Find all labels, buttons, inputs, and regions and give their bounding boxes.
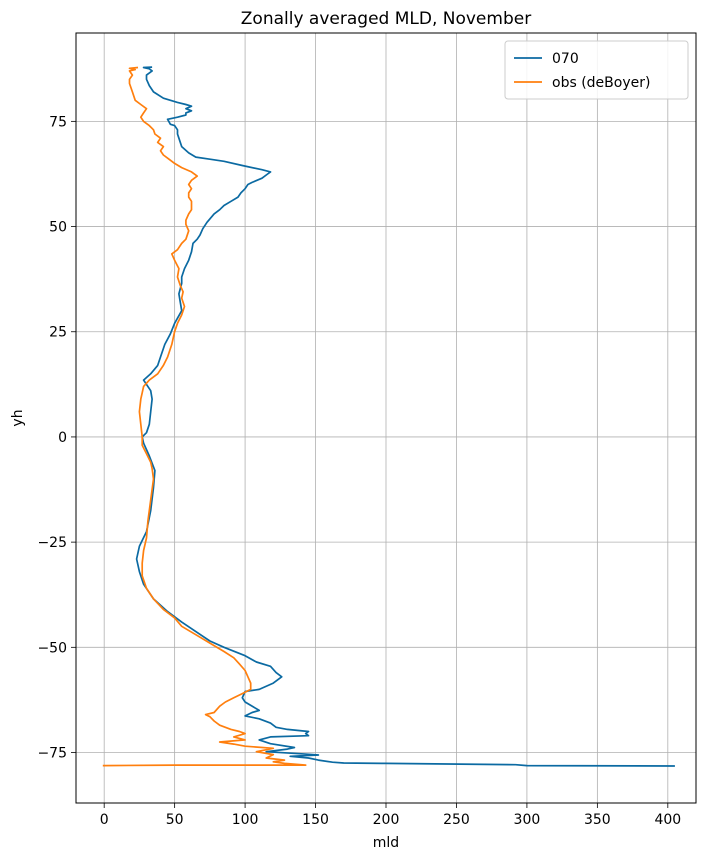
y-tick-label: −50 [37, 640, 67, 656]
chart-title: Zonally averaged MLD, November [241, 9, 531, 29]
x-tick-label: 250 [443, 812, 470, 828]
series-line-0 [135, 66, 675, 767]
ticks: 0 50 100 150 200 250 300 350 400 −75 −50 −25 0 25 50 75 [37, 114, 681, 828]
y-axis-label: yh [10, 409, 26, 426]
legend-label-0: 070 [552, 51, 579, 67]
x-tick-label: 400 [654, 812, 681, 828]
x-tick-label: 200 [373, 812, 400, 828]
y-tick-label: −75 [37, 746, 67, 762]
x-tick-label: 350 [584, 812, 611, 828]
x-tick-label: 150 [302, 812, 329, 828]
series-layer [102, 66, 675, 767]
x-tick-label: 300 [514, 812, 541, 828]
x-axis-label: mld [373, 835, 399, 851]
x-tick-label: 0 [100, 812, 109, 828]
y-tick-label: 50 [49, 220, 67, 236]
x-tick-label: 100 [232, 812, 259, 828]
y-tick-label: 25 [49, 325, 67, 341]
y-tick-label: −25 [37, 535, 67, 551]
y-tick-label: 75 [49, 114, 67, 130]
legend: 070 obs (deBoyer) [504, 40, 689, 100]
legend-box [504, 40, 689, 100]
legend-label-1: obs (deBoyer) [552, 75, 650, 91]
x-tick-label: 50 [166, 812, 184, 828]
y-tick-label: 0 [58, 430, 67, 446]
grid [76, 33, 696, 803]
series-line-1 [102, 66, 307, 767]
